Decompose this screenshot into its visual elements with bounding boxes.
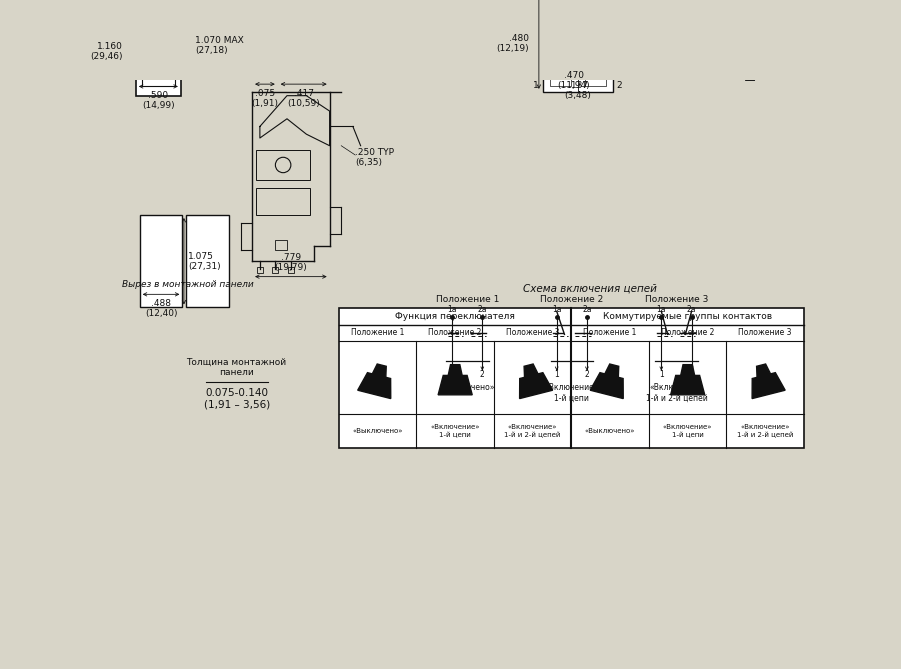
Text: 1: 1 — [554, 370, 560, 379]
Text: .779
(19,79): .779 (19,79) — [275, 253, 307, 272]
Polygon shape — [590, 373, 623, 399]
Text: «Включение»
1-й и 2-й цепей: «Включение» 1-й и 2-й цепей — [505, 424, 560, 438]
Text: Положение 2: Положение 2 — [541, 295, 604, 304]
Bar — [257, 267, 263, 273]
Text: 1a: 1a — [657, 305, 666, 314]
Bar — [550, 29, 571, 44]
Text: 1.160
(29,46): 1.160 (29,46) — [90, 41, 123, 61]
Text: 1.070 MAX
(27,18): 1.070 MAX (27,18) — [195, 35, 243, 55]
Text: Положение 1: Положение 1 — [351, 328, 405, 337]
Text: Положение 2: Положение 2 — [429, 328, 482, 337]
Text: .250 TYP
(6,35): .250 TYP (6,35) — [355, 148, 395, 167]
Bar — [339, 308, 804, 448]
Text: .480
(12,19): .480 (12,19) — [496, 34, 529, 54]
Bar — [585, 29, 606, 44]
Text: 1: 1 — [533, 81, 539, 90]
Text: 2: 2 — [616, 81, 622, 90]
Polygon shape — [524, 364, 538, 377]
Text: Положение 1: Положение 1 — [435, 295, 499, 304]
Bar — [140, 215, 182, 308]
Text: 2: 2 — [585, 370, 589, 379]
Bar — [256, 188, 310, 215]
Text: Положение 3: Положение 3 — [506, 328, 560, 337]
Text: Положение 2: Положение 2 — [661, 328, 714, 337]
Polygon shape — [742, 65, 759, 80]
Bar — [550, 50, 571, 65]
Polygon shape — [520, 373, 552, 399]
Text: 1: 1 — [450, 370, 454, 379]
Bar — [542, 0, 613, 92]
Text: Вырез в монтажной панели: Вырез в монтажной панели — [122, 280, 254, 289]
Polygon shape — [372, 364, 387, 377]
Bar — [585, 70, 606, 86]
Text: 2a: 2a — [687, 305, 696, 314]
Text: «Включение»
1-й и 2-й цепей: «Включение» 1-й и 2-й цепей — [737, 424, 794, 438]
Text: «Выключено»: «Выключено» — [352, 428, 403, 434]
Text: .590
(14,99): .590 (14,99) — [142, 91, 175, 110]
Text: .488
(12,40): .488 (12,40) — [145, 299, 177, 318]
Polygon shape — [670, 375, 705, 395]
Polygon shape — [725, 30, 775, 65]
Bar — [256, 150, 310, 181]
Bar — [136, 7, 181, 96]
Text: 2: 2 — [689, 370, 694, 379]
Text: «Выключено»: «Выключено» — [440, 383, 495, 392]
Text: «Выключено»: «Выключено» — [585, 428, 635, 434]
Text: Схема включения цепей: Схема включения цепей — [523, 283, 657, 293]
Text: «Включение»
1-й цепи: «Включение» 1-й цепи — [663, 424, 713, 438]
Text: «Включение»
1-й и 2-й цепей: «Включение» 1-й и 2-й цепей — [645, 383, 707, 402]
Text: .075
(1,91): .075 (1,91) — [251, 89, 278, 108]
Text: «Включение»
1-й цепи: «Включение» 1-й цепи — [431, 424, 480, 438]
Text: 1: 1 — [659, 370, 664, 379]
Text: 2: 2 — [480, 370, 485, 379]
Text: Положение 3: Положение 3 — [739, 328, 792, 337]
Bar — [550, 70, 571, 86]
Polygon shape — [680, 365, 695, 375]
Text: «Включение»
1-й цепи: «Включение» 1-й цепи — [544, 383, 599, 402]
Bar — [276, 240, 287, 250]
Polygon shape — [757, 364, 770, 377]
Text: 1.075
(27,31): 1.075 (27,31) — [187, 252, 221, 271]
Polygon shape — [717, 30, 725, 69]
Text: Положение 1: Положение 1 — [584, 328, 637, 337]
Text: 2a: 2a — [478, 305, 487, 314]
Polygon shape — [448, 365, 462, 375]
Polygon shape — [605, 364, 619, 377]
Polygon shape — [752, 373, 785, 399]
Text: Толщина монтажной
панели: Толщина монтажной панели — [187, 357, 287, 377]
Bar — [287, 267, 294, 273]
Text: 1a: 1a — [447, 305, 457, 314]
Text: 2a: 2a — [582, 305, 592, 314]
Text: Функция переключателя: Функция переключателя — [396, 312, 515, 321]
Text: .470
(11,94): .470 (11,94) — [558, 71, 590, 90]
Bar — [585, 50, 606, 65]
Text: 1a: 1a — [552, 305, 561, 314]
Text: Коммутируемые группы контактов: Коммутируемые группы контактов — [603, 312, 772, 321]
Bar — [272, 267, 278, 273]
Bar — [187, 215, 229, 308]
Circle shape — [759, 43, 765, 49]
Text: .137
(3,48): .137 (3,48) — [564, 81, 591, 100]
Text: .417
(10,59): .417 (10,59) — [287, 89, 320, 108]
Text: 0.075-0.140
(1,91 – 3,56): 0.075-0.140 (1,91 – 3,56) — [204, 388, 269, 410]
Polygon shape — [358, 373, 391, 399]
Bar — [142, 16, 175, 86]
Text: Положение 3: Положение 3 — [645, 295, 708, 304]
Polygon shape — [438, 375, 472, 395]
